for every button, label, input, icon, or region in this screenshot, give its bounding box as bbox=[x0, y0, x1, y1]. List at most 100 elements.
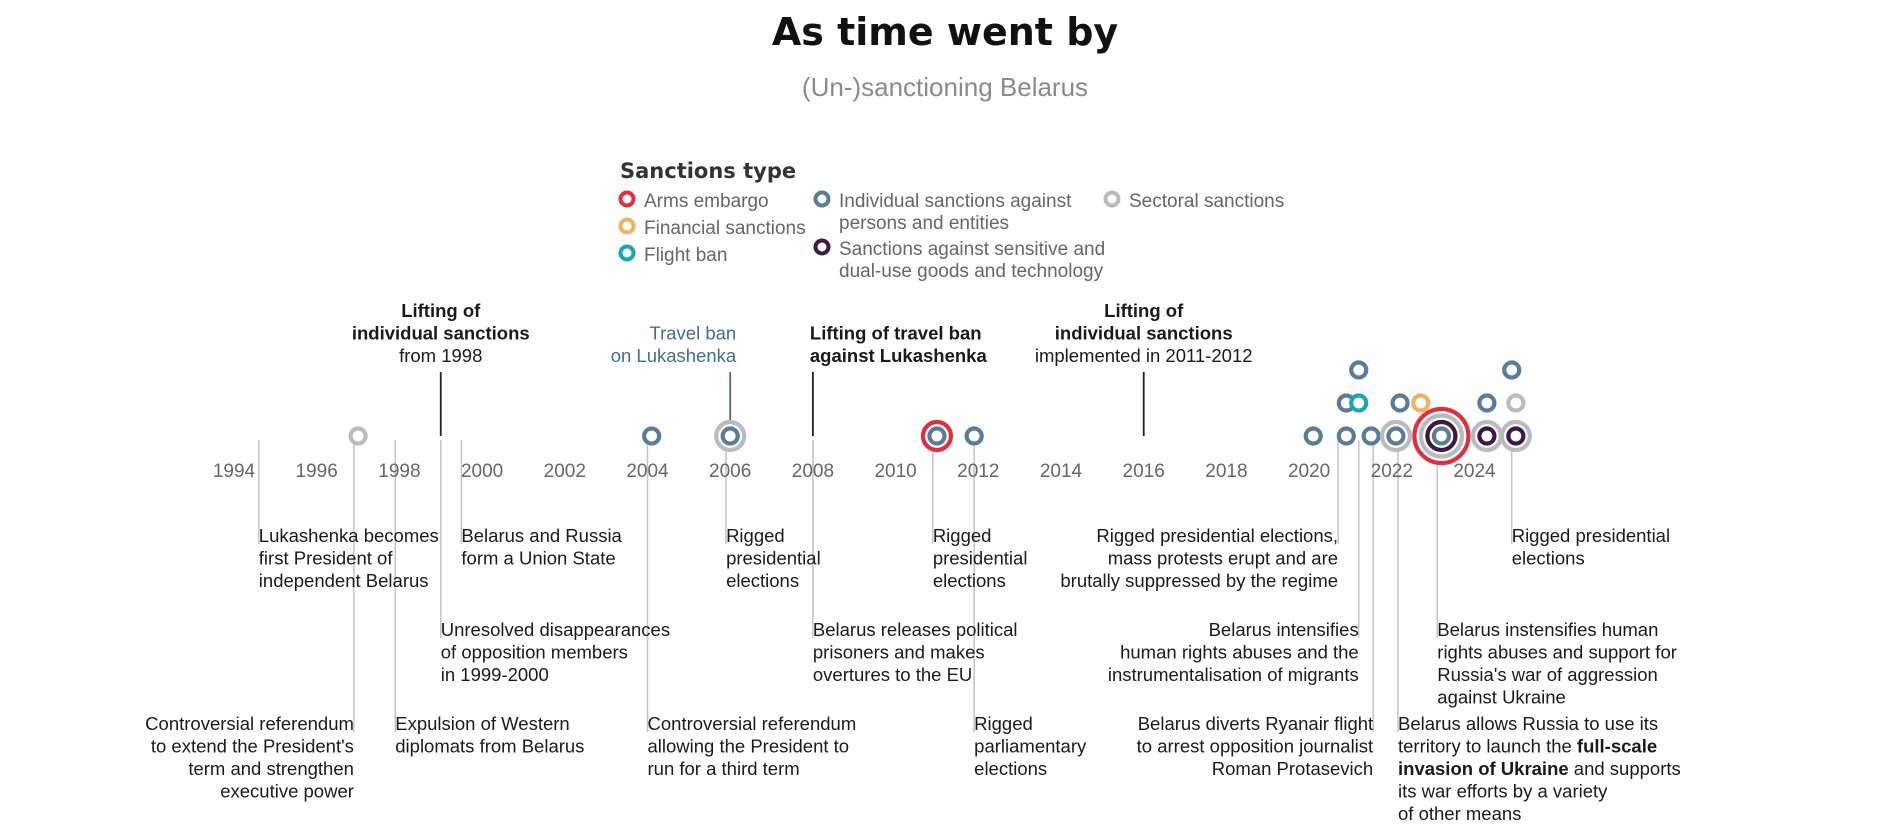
sanction-ring-dualuse bbox=[1425, 419, 1458, 453]
sanction-ring-dualuse bbox=[1506, 426, 1526, 446]
sanction-marker-individual bbox=[1303, 426, 1323, 446]
legend-swatch-individual bbox=[813, 190, 831, 208]
sanction-ring-individual bbox=[1390, 393, 1410, 413]
legend-label-individual: persons and entities bbox=[839, 213, 1009, 234]
event-label: Controversial referendum to extend the Pr… bbox=[145, 713, 354, 802]
tick-label-2010: 2010 bbox=[874, 461, 916, 482]
sanction-ring-individual bbox=[1477, 393, 1497, 413]
sanction-marker-dualuse-sectoral bbox=[1499, 419, 1532, 453]
chart-title: As time went by bbox=[772, 10, 1119, 54]
sanction-marker-individual bbox=[1336, 426, 1356, 446]
sanction-ring-individual bbox=[1349, 360, 1369, 380]
event-label: Belarus allows Russia to use its territor… bbox=[1398, 713, 1681, 824]
legend-items: Arms embargo Financial sanctions Flight ba… bbox=[618, 190, 1284, 282]
sanction-ring-financial bbox=[1411, 393, 1431, 413]
sanction-marker-individual-sectoral bbox=[1379, 419, 1413, 453]
sanction-ring-sectoral bbox=[714, 419, 747, 453]
legend-swatch-flight bbox=[618, 244, 636, 262]
legend-label-financial: Financial sanctions bbox=[644, 218, 806, 239]
event-label: Unresolved disappearances of opposition m… bbox=[441, 619, 670, 685]
sanction-marker-individual bbox=[1361, 426, 1381, 446]
event-label: Controversial referendum allowing the Pre… bbox=[648, 713, 857, 779]
sanction-ring-sectoral bbox=[1379, 419, 1413, 453]
legend: Sanctions type Arms embargo Financial san… bbox=[618, 159, 1284, 282]
tick-label-1998: 1998 bbox=[378, 461, 420, 482]
tick-label-2004: 2004 bbox=[626, 461, 669, 482]
event-label: Rigged presidential elections bbox=[933, 525, 1028, 591]
sanction-ring-individual bbox=[1386, 426, 1406, 446]
event-leader-lines bbox=[258, 440, 1513, 732]
sanction-ring-individual bbox=[642, 426, 662, 446]
sanction-marker-individual bbox=[1477, 393, 1497, 413]
sanction-marker-individual-arms bbox=[920, 419, 954, 453]
sanction-ring-sectoral bbox=[348, 426, 368, 446]
legend-swatch-sectoral bbox=[1103, 190, 1121, 208]
event-label: Rigged parliamentary elections bbox=[974, 713, 1087, 779]
sanction-marker-individual-dualuse-sectoral-arms bbox=[1412, 406, 1471, 466]
sanction-marker-individual bbox=[1390, 393, 1410, 413]
legend-label-individual: Individual sanctions against bbox=[839, 191, 1072, 212]
tick-label-1994: 1994 bbox=[213, 461, 256, 482]
tick-label-2014: 2014 bbox=[1040, 461, 1083, 482]
sanction-ring-individual bbox=[1361, 426, 1381, 446]
event-label: Belarus diverts Ryanair flight to arrest … bbox=[1137, 713, 1374, 779]
event-label: Belarus and Russia form a Union State bbox=[461, 525, 622, 569]
tick-label-2016: 2016 bbox=[1123, 461, 1165, 482]
tick-label-2008: 2008 bbox=[792, 461, 834, 482]
axis-tick-labels: 1994 1996 1998 2000 2002 2004 2006 2008 2010 2012… bbox=[213, 461, 1496, 482]
sanction-ring-sectoral bbox=[1470, 419, 1504, 453]
sanction-ring-sectoral bbox=[1506, 393, 1526, 413]
legend-label-flight: Flight ban bbox=[644, 245, 727, 266]
sanction-marker-sectoral bbox=[348, 426, 368, 446]
sanction-marker-sectoral bbox=[1506, 393, 1526, 413]
tick-label-2002: 2002 bbox=[544, 461, 586, 482]
sanction-marker-individual bbox=[1502, 360, 1522, 380]
sanction-marker-individual bbox=[642, 426, 662, 446]
annotation-lifting-of: Lifting of individual sanctions from 1998 bbox=[352, 300, 530, 366]
sanction-markers bbox=[348, 360, 1532, 466]
legend-swatch-dualuse bbox=[813, 238, 831, 256]
annotation-lifting-of-travel-ban: Lifting of travel ban against Lukashenka bbox=[810, 323, 988, 367]
sanction-ring-individual bbox=[1336, 426, 1356, 446]
sanction-marker-financial bbox=[1411, 393, 1431, 413]
annotation-lifting-of: Lifting of individual sanctions implemente… bbox=[1035, 300, 1253, 366]
sanction-annotations: Lifting of individual sanctions from 1998 T… bbox=[352, 300, 1253, 436]
event-label: Rigged presidential elections, mass prote… bbox=[1060, 525, 1338, 591]
chart-subtitle: (Un-)sanctioning Belarus bbox=[802, 72, 1088, 102]
sanction-marker-flight bbox=[1349, 393, 1369, 413]
sanction-ring-sectoral bbox=[1418, 413, 1465, 459]
tick-label-2022: 2022 bbox=[1371, 461, 1413, 482]
legend-label-sectoral: Sectoral sanctions bbox=[1129, 191, 1284, 212]
legend-swatch-arms bbox=[618, 190, 636, 208]
tick-label-2018: 2018 bbox=[1205, 461, 1247, 482]
sanction-ring-individual bbox=[1431, 426, 1452, 446]
event-label: Rigged presidential elections bbox=[1512, 525, 1670, 569]
sanction-ring-flight bbox=[1349, 393, 1369, 413]
tick-label-2020: 2020 bbox=[1288, 461, 1330, 482]
legend-swatch-financial bbox=[618, 217, 636, 235]
sanction-marker-dualuse-sectoral bbox=[1470, 419, 1504, 453]
tick-label-2006: 2006 bbox=[709, 461, 751, 482]
event-label: Belarus intensifies human rights abuses a… bbox=[1108, 619, 1359, 685]
sanction-marker-individual bbox=[1349, 360, 1369, 380]
legend-label-dualuse: dual-use goods and technology bbox=[839, 261, 1104, 282]
sanction-ring-individual bbox=[927, 426, 947, 446]
sanction-ring-sectoral bbox=[1499, 419, 1532, 453]
sanction-ring-individual bbox=[1303, 426, 1323, 446]
legend-label-dualuse: Sanctions against sensitive and bbox=[839, 239, 1105, 260]
tick-label-2000: 2000 bbox=[461, 461, 503, 482]
event-label: Rigged presidential elections bbox=[726, 525, 821, 591]
legend-label-arms: Arms embargo bbox=[644, 191, 769, 212]
event-labels: Lukashenka becomes first President of inde… bbox=[145, 525, 1681, 824]
sanction-ring-individual bbox=[720, 426, 740, 446]
event-label: Expulsion of Western diplomats from Belar… bbox=[395, 713, 584, 757]
event-label: Belarus instensifies human rights abuses … bbox=[1437, 619, 1677, 708]
sanction-ring-individual bbox=[964, 426, 984, 446]
tick-label-2012: 2012 bbox=[957, 461, 999, 482]
tick-label-1996: 1996 bbox=[296, 461, 338, 482]
tick-label-2024: 2024 bbox=[1453, 461, 1496, 482]
legend-title: Sanctions type bbox=[620, 159, 796, 183]
sanction-ring-individual bbox=[1502, 360, 1522, 380]
sanction-ring-arms bbox=[920, 419, 954, 453]
